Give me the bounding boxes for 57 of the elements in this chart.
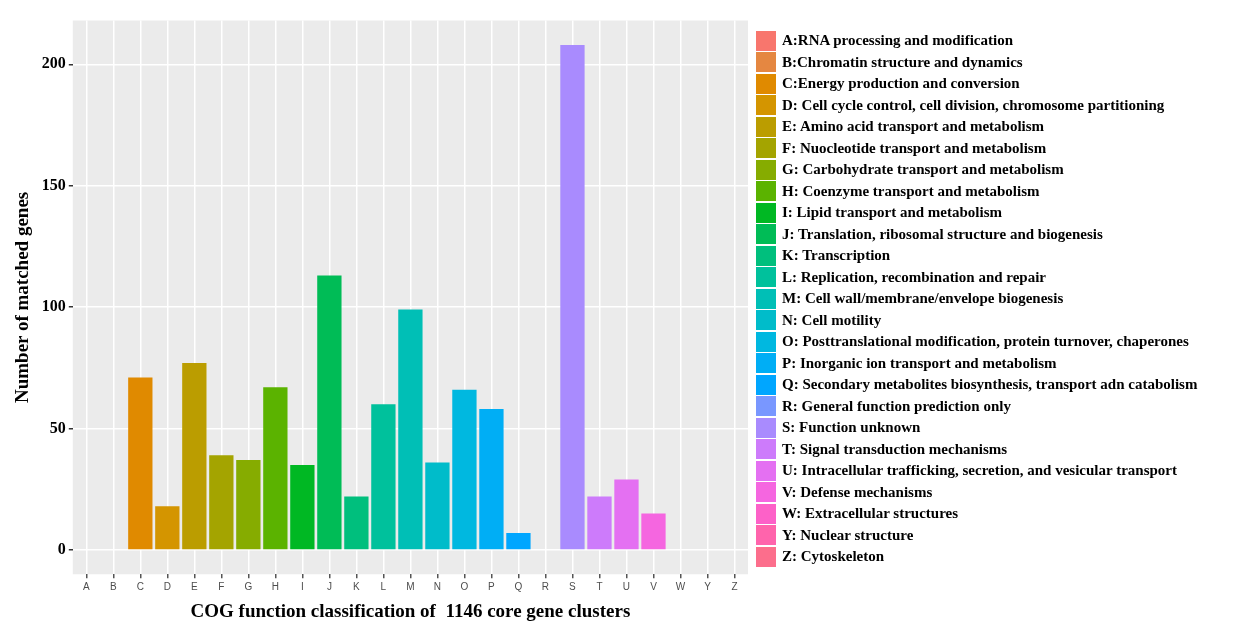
x-tick-label: N xyxy=(433,580,442,592)
legend-label: N: Cell motility xyxy=(782,311,882,329)
x-tick-label: W xyxy=(675,580,686,592)
x-tick-label: R xyxy=(541,580,550,592)
x-tick-label: J xyxy=(326,580,332,592)
x-tick-label: I xyxy=(300,580,304,592)
legend-label: I: Lipid transport and metabolism xyxy=(782,204,1003,222)
x-tick-label: T xyxy=(596,580,603,592)
legend-label: L: Replication, recombination and repair xyxy=(782,268,1047,286)
x-tick-label: G xyxy=(244,580,253,592)
x-tick-label: O xyxy=(460,580,469,592)
legend-label: S: Function unknown xyxy=(782,419,921,437)
x-axis-title: COG function classification of 1146 core gene clusters xyxy=(190,599,631,621)
legend-label: C:Energy production and conversion xyxy=(782,75,1020,93)
x-tick-label: Q xyxy=(514,580,523,592)
x-tick-label: Z xyxy=(731,580,738,592)
x-tick-label: H xyxy=(271,580,279,592)
legend-label: M: Cell wall/membrane/envelope biogenesis xyxy=(782,290,1064,308)
legend-label: K: Transcription xyxy=(782,247,891,265)
x-tick-label: B xyxy=(109,580,117,592)
legend-label: Q: Secondary metabolites biosynthesis, transport adn catabolism xyxy=(782,376,1198,394)
x-tick-label: M xyxy=(406,580,415,592)
legend-label: W: Extracellular structures xyxy=(782,505,959,523)
y-tick-label: 150 xyxy=(41,175,66,193)
y-axis-title: Number of matched genes xyxy=(11,191,33,404)
x-tick-label: S xyxy=(569,580,577,592)
legend-label: O: Posttranslational modification, protein turnover, chaperones xyxy=(782,333,1189,351)
legend-label: E: Amino acid transport and metabolism xyxy=(782,118,1045,136)
y-tick-label: 50 xyxy=(49,418,66,436)
y-tick-label: 100 xyxy=(41,297,66,315)
legend-label: Y: Nuclear structure xyxy=(782,526,914,544)
x-tick-label: E xyxy=(191,580,198,592)
y-tick-label: 0 xyxy=(57,540,66,558)
legend-label: Z: Cytoskeleton xyxy=(782,548,885,566)
legend-label: H: Coenzyme transport and metabolism xyxy=(782,182,1040,200)
x-tick-label: L xyxy=(380,580,387,592)
legend-label: G: Carbohydrate transport and metabolism xyxy=(782,161,1064,179)
x-tick-label: D xyxy=(163,580,171,592)
legend-label: V: Defense mechanisms xyxy=(782,483,933,501)
legend-label: U: Intracellular trafficking, secretion, and vesicular transport xyxy=(782,462,1177,480)
legend-label: B:Chromatin structure and dynamics xyxy=(782,53,1023,71)
y-tick-label: 200 xyxy=(41,54,66,72)
legend-label: D: Cell cycle control, cell division, chromosome partitioning xyxy=(782,96,1165,114)
legend-label: P: Inorganic ion transport and metabolism xyxy=(782,354,1057,372)
x-tick-label: A xyxy=(82,580,90,592)
x-tick-label: P xyxy=(488,580,496,592)
legend-label: A:RNA processing and modification xyxy=(782,32,1013,50)
x-tick-label: V xyxy=(650,580,658,592)
x-tick-label: Y xyxy=(704,580,712,592)
legend-label: F: Nuocleotide transport and metabolism xyxy=(782,139,1047,157)
legend-label: T: Signal transduction mechanisms xyxy=(782,440,1008,458)
legend-label: J: Translation, ribosomal structure and biogenesis xyxy=(782,225,1103,243)
legend-label: R: General function prediction only xyxy=(782,397,1011,415)
x-tick-label: K xyxy=(353,580,361,592)
x-tick-label: U xyxy=(622,580,631,592)
x-tick-label: F xyxy=(218,580,225,592)
x-tick-label: C xyxy=(136,580,144,592)
